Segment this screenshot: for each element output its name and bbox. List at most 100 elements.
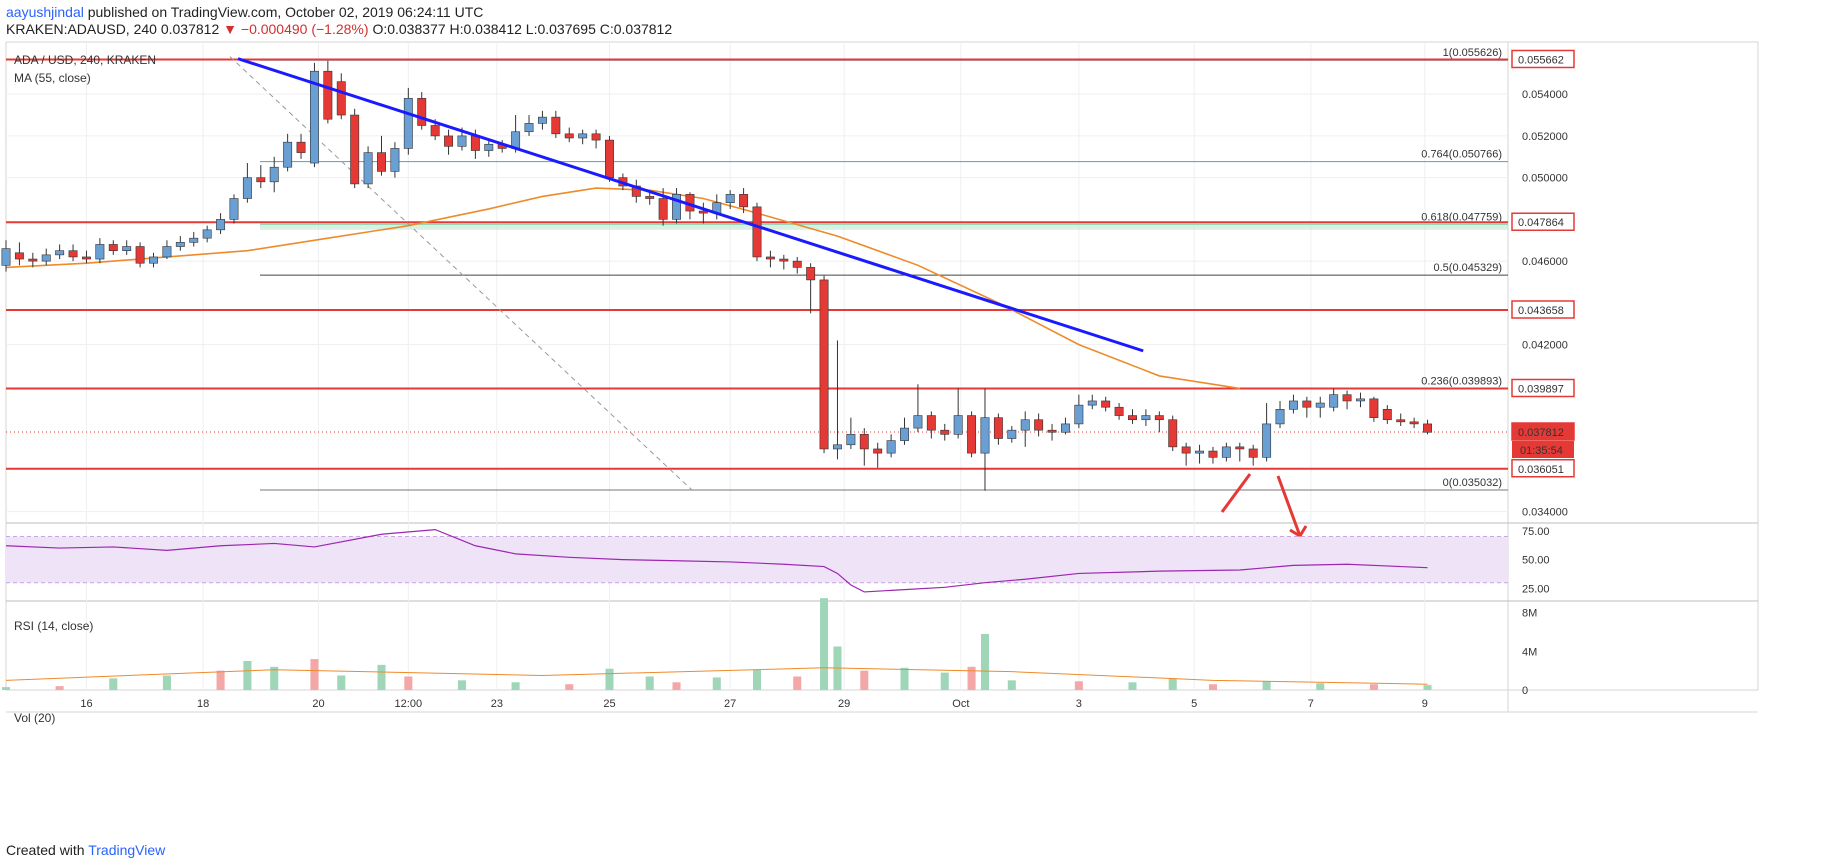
candle-body — [390, 148, 400, 172]
candle-down — [1181, 442, 1191, 466]
volume-bar — [243, 661, 252, 690]
y-tick-label: 0.050000 — [1522, 173, 1568, 185]
volume-bar — [1262, 681, 1271, 690]
volume-bar — [457, 680, 466, 690]
candle-body — [1208, 450, 1218, 458]
candle-body — [256, 177, 266, 183]
candle-up — [189, 231, 199, 247]
candle-body — [1356, 398, 1365, 402]
candle-up — [363, 146, 373, 189]
candle-body — [309, 70, 319, 164]
candle-up — [122, 240, 132, 255]
candle-body — [1034, 419, 1044, 431]
candle-down — [792, 256, 802, 274]
candle-body — [1302, 400, 1312, 408]
candle-up — [886, 434, 896, 458]
price-tag — [1511, 378, 1575, 398]
candle-down — [765, 250, 775, 268]
volume-bar — [1168, 678, 1177, 690]
price-tag — [1511, 300, 1575, 319]
candle-down — [350, 108, 360, 189]
candle-up — [1195, 444, 1205, 464]
candle-up — [1074, 394, 1084, 429]
candle-up — [1141, 409, 1151, 426]
candle-body — [993, 417, 1003, 439]
candle-up — [900, 417, 909, 445]
volume-bar — [565, 684, 574, 690]
candle-up — [1020, 411, 1030, 447]
volume-tick-label: 8M — [1522, 608, 1537, 620]
fib-level-label: 0.618(0.047759) — [1421, 211, 1502, 223]
volume-tick-label: 4M — [1522, 646, 1537, 658]
candle-body — [68, 250, 78, 258]
candle-body — [1101, 400, 1111, 408]
candle-up — [953, 388, 963, 439]
candle-up — [202, 225, 212, 243]
candle-body — [363, 152, 373, 185]
candle-down — [336, 73, 346, 120]
candle-body — [967, 415, 977, 454]
candle-down — [1168, 415, 1178, 452]
candle-body — [1369, 398, 1379, 418]
y-tick-label: 0.046000 — [1522, 256, 1568, 268]
volume-bar — [1, 687, 11, 690]
candle-body — [886, 440, 896, 454]
candle-body — [28, 258, 38, 262]
candle-body — [605, 139, 614, 178]
volume-bar — [162, 675, 171, 690]
fib-level-label: 1(0.055626) — [1443, 47, 1502, 59]
candle-down — [377, 135, 386, 176]
candle-up — [833, 340, 842, 460]
candle-down — [1235, 442, 1245, 462]
candle-down — [82, 250, 91, 264]
candle-down — [752, 202, 762, 262]
candle-body — [698, 210, 708, 214]
candle-body — [202, 229, 212, 239]
x-tick-label: 5 — [1191, 698, 1197, 710]
volume-label: Vol (20) — [14, 711, 55, 725]
candle-down — [591, 129, 601, 149]
candle-down — [873, 442, 883, 468]
created-with-label: Created with — [6, 842, 85, 858]
candle-body — [1087, 400, 1097, 406]
candle-body — [873, 448, 883, 454]
candle-body — [41, 254, 51, 262]
author-link[interactable]: aayushjindal — [6, 4, 84, 20]
bearish-trendline — [237, 57, 1144, 353]
volume-bar — [1007, 680, 1016, 690]
candle-down — [417, 92, 427, 130]
candle-down — [605, 135, 614, 182]
candle-body — [1248, 448, 1258, 458]
candle-down — [1248, 444, 1258, 466]
candle-body — [578, 133, 588, 139]
volume-bar — [1316, 683, 1325, 690]
volume-bar — [967, 666, 976, 690]
candle-up — [578, 129, 588, 145]
fib-level-label: 0.236(0.039893) — [1421, 376, 1502, 388]
candle-up — [524, 115, 534, 136]
volume-bar — [1423, 685, 1432, 690]
volume-bar — [1208, 684, 1217, 690]
candle-body — [926, 415, 936, 431]
last-price: 0.037812 — [160, 21, 220, 37]
candle-down — [631, 179, 641, 203]
fib-level-label: 0.5(0.045329) — [1434, 262, 1503, 274]
candle-body — [725, 194, 735, 203]
x-tick-label: Oct — [952, 698, 969, 710]
forecast-arrow-up — [1220, 473, 1252, 513]
candle-down — [564, 127, 574, 143]
ohlc-values: O:0.038377 H:0.038412 L:0.037695 C:0.037… — [372, 21, 673, 37]
volume-bar — [377, 664, 386, 690]
candle-down — [967, 411, 977, 458]
candle-body — [1168, 419, 1178, 448]
candle-body — [135, 246, 145, 264]
candle-down — [698, 202, 708, 224]
tradingview-logo-text[interactable]: TradingView — [88, 842, 166, 858]
candle-body — [1141, 415, 1151, 421]
candle-body — [833, 444, 842, 450]
candle-down — [1034, 413, 1044, 437]
candle-body — [1154, 415, 1164, 421]
candle-body — [189, 237, 199, 243]
